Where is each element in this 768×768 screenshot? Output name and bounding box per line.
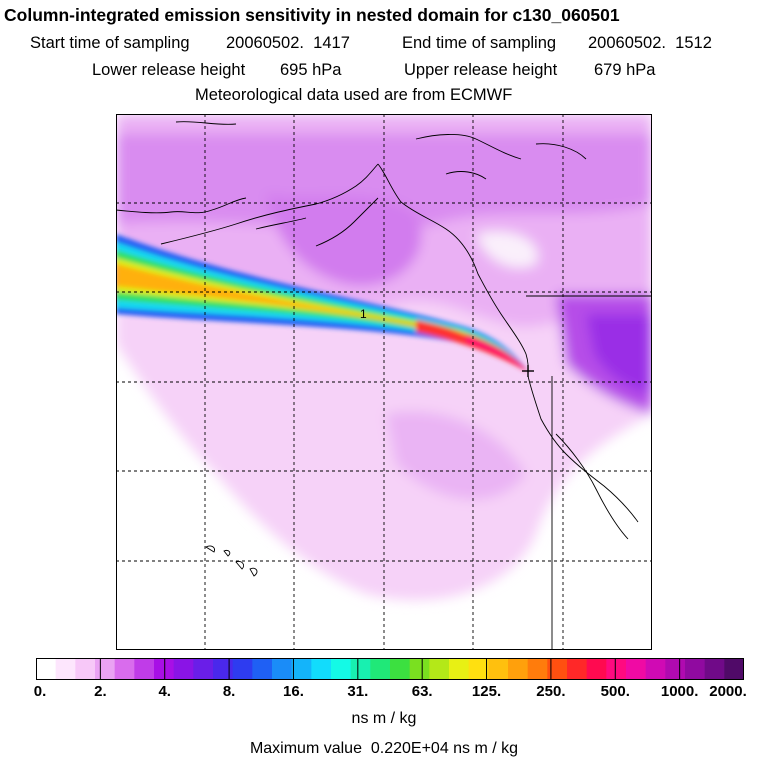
- colorbar-cell: [409, 658, 430, 680]
- colorbar-cell: [331, 658, 352, 680]
- colorbar-cell: [75, 658, 96, 680]
- start-time-label: Start time of sampling: [30, 34, 190, 52]
- contour-label: 1: [360, 307, 367, 321]
- colorbar-tick-label: 1000.: [660, 683, 699, 700]
- colorbar-cell: [567, 658, 588, 680]
- colorbar-tick-label: 0.: [33, 683, 47, 700]
- colorbar-cell: [449, 658, 470, 680]
- colorbar-cell: [586, 658, 607, 680]
- map-frame: [116, 114, 652, 650]
- colorbar-cell: [508, 658, 529, 680]
- colorbar-cell: [95, 658, 116, 680]
- colorbar-cell: [468, 658, 489, 680]
- figure-title: Column-integrated emission sensitivity i…: [4, 5, 620, 25]
- colorbar-tick-label: 125.: [471, 683, 502, 700]
- colorbar-cell: [527, 658, 548, 680]
- sensitivity-map: 1: [116, 114, 652, 650]
- end-time-label: End time of sampling: [402, 34, 557, 52]
- colorbar-unit: ns m / kg: [351, 710, 417, 727]
- met-data-line: Meteorological data used are from ECMWF: [195, 86, 513, 104]
- colorbar-cell: [665, 658, 686, 680]
- plume: [116, 234, 528, 372]
- colorbar-cell: [114, 658, 135, 680]
- colorbar-tick-label: 31.: [347, 683, 369, 700]
- colorbar-tick-label: 500.: [600, 683, 630, 700]
- colorbar-cell: [252, 658, 273, 680]
- colorbar-cell: [547, 658, 568, 680]
- lower-release-label: Lower release height: [92, 61, 246, 79]
- colorbar-cell: [685, 658, 706, 680]
- colorbar-tick-label: 250.: [536, 683, 566, 700]
- colorbar-cell: [213, 658, 234, 680]
- colorbar-tick-label: 2.: [94, 683, 107, 700]
- colorbar-cell: [429, 658, 450, 680]
- colorbar: [36, 658, 744, 680]
- colorbar-tick-label: 4.: [158, 683, 171, 700]
- colorbar-cell: [370, 658, 391, 680]
- colorbar-cell: [272, 658, 293, 680]
- colorbar-cell: [488, 658, 509, 680]
- colorbar-cell: [55, 658, 76, 680]
- colorbar-tick-label: 8.: [222, 683, 236, 700]
- colorbar-cell: [134, 658, 155, 680]
- colorbar-tick-label: 16.: [283, 683, 304, 700]
- colorbar-cell: [36, 658, 57, 680]
- colorbar-frame: [36, 658, 744, 680]
- colorbar-cell: [311, 658, 332, 680]
- colorbar-cell: [173, 658, 194, 680]
- coastlines: [116, 121, 652, 650]
- start-time-value: 20060502. 1417: [226, 34, 350, 52]
- graticule: [116, 114, 652, 650]
- colorbar-cell: [291, 658, 312, 680]
- colorbar-cell: [390, 658, 411, 680]
- maximum-value-line: Maximum value 0.220E+04 ns m / kg: [249, 740, 519, 757]
- colorbar-cell: [606, 658, 627, 680]
- colorbar-tick-label: 2000.: [709, 683, 747, 700]
- colorbar-cell: [232, 658, 253, 680]
- upper-release-label: Upper release height: [404, 61, 558, 79]
- end-time-value: 20060502. 1512: [588, 34, 712, 52]
- colorbar-cell: [193, 658, 214, 680]
- colorbar-cell: [626, 658, 647, 680]
- colorbar-cell: [724, 658, 744, 680]
- colorbar-cell: [645, 658, 666, 680]
- release-point-marker: [522, 365, 534, 377]
- lower-release-value: 695 hPa: [280, 61, 342, 79]
- upper-release-value: 679 hPa: [594, 61, 656, 79]
- colorbar-tick-label: 63.: [411, 683, 433, 700]
- colorbar-cell: [154, 658, 175, 680]
- colorbar-cell: [350, 658, 371, 680]
- colorbar-cell: [704, 658, 725, 680]
